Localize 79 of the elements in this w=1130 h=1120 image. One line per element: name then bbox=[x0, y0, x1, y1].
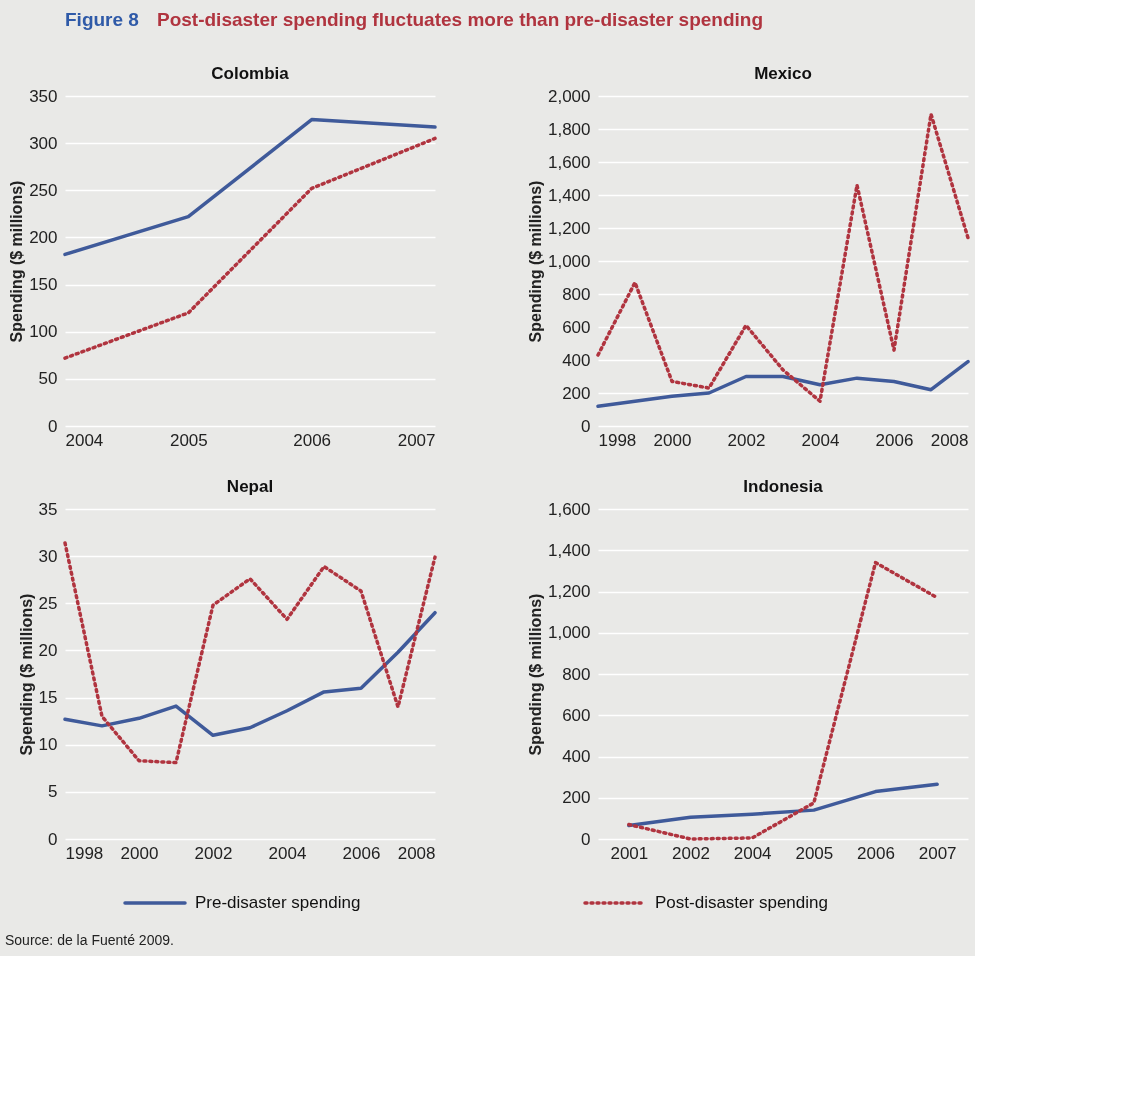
y-tick-label: 10 bbox=[38, 735, 58, 755]
x-tick-label: 2006 bbox=[875, 430, 914, 450]
y-tick-label: 100 bbox=[29, 322, 58, 342]
y-tick-label: 35 bbox=[38, 499, 58, 519]
x-tick-label: 2005 bbox=[795, 843, 834, 863]
y-tick-label: 15 bbox=[38, 688, 58, 708]
y-tick-label: 400 bbox=[562, 747, 591, 766]
y-axis-title: Spending ($ millions) bbox=[17, 593, 35, 756]
text: Post-disaster spending fluctuates more than pre-disaster spending bbox=[157, 9, 764, 30]
chart-title: Colombia bbox=[211, 64, 290, 83]
x-tick-label: 2008 bbox=[930, 430, 969, 450]
x-tick-label: 2002 bbox=[194, 843, 233, 863]
x-tick-label: 2000 bbox=[653, 430, 692, 450]
line-series bbox=[63, 541, 437, 765]
x-tick-label: 2004 bbox=[268, 843, 307, 863]
y-axis-title: Spending ($ millions) bbox=[8, 180, 26, 343]
source-note: Source: de la Fuenté 2009. bbox=[5, 932, 174, 948]
y-tick-label: 600 bbox=[562, 317, 591, 337]
y-tick-label: 5 bbox=[48, 782, 58, 802]
y-tick-label: 50 bbox=[38, 369, 58, 389]
y-tick-label: 1,600 bbox=[547, 152, 591, 172]
x-tick-label: 1998 bbox=[598, 430, 637, 450]
x-tick-label: 2007 bbox=[397, 430, 436, 450]
legend-label: Pre-disaster spending bbox=[195, 893, 361, 912]
y-tick-label: 350 bbox=[29, 86, 58, 106]
y-tick-label: 25 bbox=[38, 593, 58, 613]
chart-title: Nepal bbox=[226, 477, 274, 496]
line-series bbox=[63, 610, 437, 738]
line-series bbox=[627, 782, 939, 828]
x-tick-label: 2006 bbox=[857, 843, 895, 863]
x-tick-label: 2002 bbox=[727, 430, 766, 450]
y-tick-label: 0 bbox=[48, 829, 58, 849]
y-tick-label: 800 bbox=[562, 284, 591, 304]
y-tick-label: 600 bbox=[562, 705, 591, 725]
x-tick-label: 2007 bbox=[918, 843, 957, 863]
chart-title: Mexico bbox=[754, 64, 812, 83]
y-tick-label: 1,000 bbox=[547, 623, 591, 643]
y-axis-title: Spending ($ millions) bbox=[526, 180, 544, 343]
y-tick-label: 30 bbox=[38, 546, 58, 566]
x-tick-label: 1998 bbox=[65, 843, 104, 863]
y-tick-label: 1,800 bbox=[547, 119, 591, 139]
x-tick-label: 2008 bbox=[397, 843, 436, 863]
y-tick-label: 200 bbox=[562, 383, 591, 403]
y-tick-label: 200 bbox=[562, 788, 591, 808]
x-tick-label: 2004 bbox=[65, 430, 104, 450]
text: Figure 8 bbox=[65, 9, 139, 30]
y-tick-label: 1,400 bbox=[547, 185, 591, 205]
line-series bbox=[596, 359, 970, 408]
y-axis-title: Spending ($ millions) bbox=[526, 593, 544, 756]
x-tick-label: 2001 bbox=[610, 843, 649, 863]
y-tick-label: 1,600 bbox=[547, 499, 591, 519]
chart-title: Indonesia bbox=[743, 477, 824, 496]
y-tick-label: 1,200 bbox=[547, 582, 591, 601]
y-tick-label: 1,400 bbox=[547, 540, 591, 560]
y-tick-label: 800 bbox=[562, 664, 591, 684]
y-tick-label: 400 bbox=[562, 350, 591, 370]
x-tick-label: 2006 bbox=[342, 843, 381, 863]
x-tick-label: 2004 bbox=[733, 843, 772, 863]
line-series bbox=[627, 560, 939, 841]
x-tick-label: 2006 bbox=[293, 430, 332, 450]
y-tick-label: 0 bbox=[581, 829, 591, 849]
y-tick-label: 1,200 bbox=[547, 218, 591, 238]
legend-label: Post-disaster spending bbox=[655, 893, 828, 912]
y-tick-label: 0 bbox=[581, 416, 591, 436]
x-tick-label: 2002 bbox=[672, 843, 710, 863]
y-tick-label: 20 bbox=[38, 640, 58, 660]
line-series bbox=[63, 117, 437, 257]
y-tick-label: 0 bbox=[48, 416, 58, 436]
y-tick-label: 300 bbox=[29, 133, 58, 153]
x-tick-label: 2005 bbox=[169, 430, 208, 450]
line-series bbox=[596, 112, 970, 403]
y-tick-label: 1,000 bbox=[547, 251, 591, 271]
y-tick-label: 200 bbox=[29, 227, 58, 247]
y-tick-label: 250 bbox=[29, 180, 58, 200]
y-tick-label: 2,000 bbox=[547, 86, 591, 106]
x-tick-label: 2000 bbox=[120, 843, 159, 863]
x-tick-label: 2004 bbox=[801, 430, 840, 450]
line-series bbox=[63, 136, 437, 360]
y-tick-label: 150 bbox=[29, 275, 58, 295]
